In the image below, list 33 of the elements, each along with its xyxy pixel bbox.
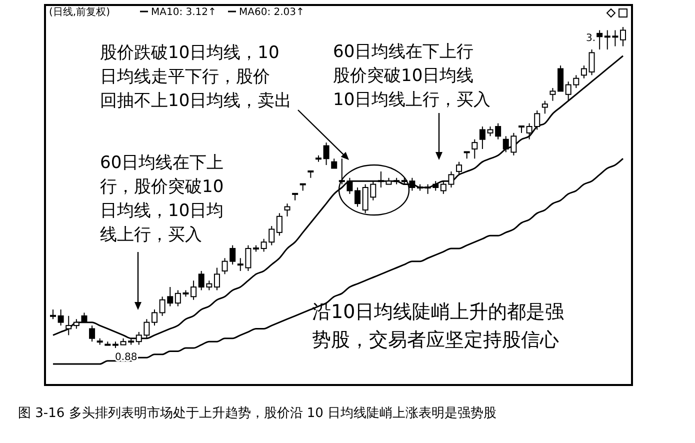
candlestick (378, 170, 384, 188)
annotation: 60日均线在下上行，股价突破10日均线，10日均线上行，买入 (100, 152, 224, 245)
candlestick (558, 65, 564, 92)
annotation: 3. (586, 32, 596, 44)
candlestick (66, 315, 72, 336)
chart-title: (日线,前复权) (49, 6, 110, 18)
candlestick (152, 308, 158, 326)
candlestick (331, 158, 338, 169)
candlestick (620, 26, 626, 47)
candlestick (214, 267, 220, 291)
candlestick (596, 30, 603, 50)
candlestick (58, 308, 64, 326)
candlestick (580, 65, 587, 79)
candlestick (542, 100, 548, 114)
candlestick (89, 325, 96, 342)
candlestick (472, 138, 478, 160)
annotation: 股价跌破10日均线，10日均线走平下行，股价回抽不上10日均线，卖出 (100, 42, 292, 111)
annotation: 60日均线在下上行股价突破10日均线10日均线上行，买入 (333, 42, 491, 110)
candlestick (456, 161, 462, 176)
candlestick (50, 308, 56, 320)
candlestick (284, 203, 290, 217)
candlestick (323, 142, 330, 166)
legend-label: MA10: 3.12↑ (151, 7, 216, 18)
candlestick (550, 87, 556, 102)
legend-label: MA60: 2.03↑ (239, 7, 304, 18)
text: 0.88 (115, 352, 138, 363)
candlestick (276, 212, 282, 236)
candlestick (354, 187, 361, 208)
candlestick (190, 280, 197, 300)
candlestick (409, 177, 416, 192)
caption: 图 3-16 多头排列表明市场处于上升趋势，股价沿 10 日均线陡峭上涨表明是强势股 (18, 406, 497, 421)
candlestick (588, 48, 595, 76)
candlestick (479, 126, 486, 150)
